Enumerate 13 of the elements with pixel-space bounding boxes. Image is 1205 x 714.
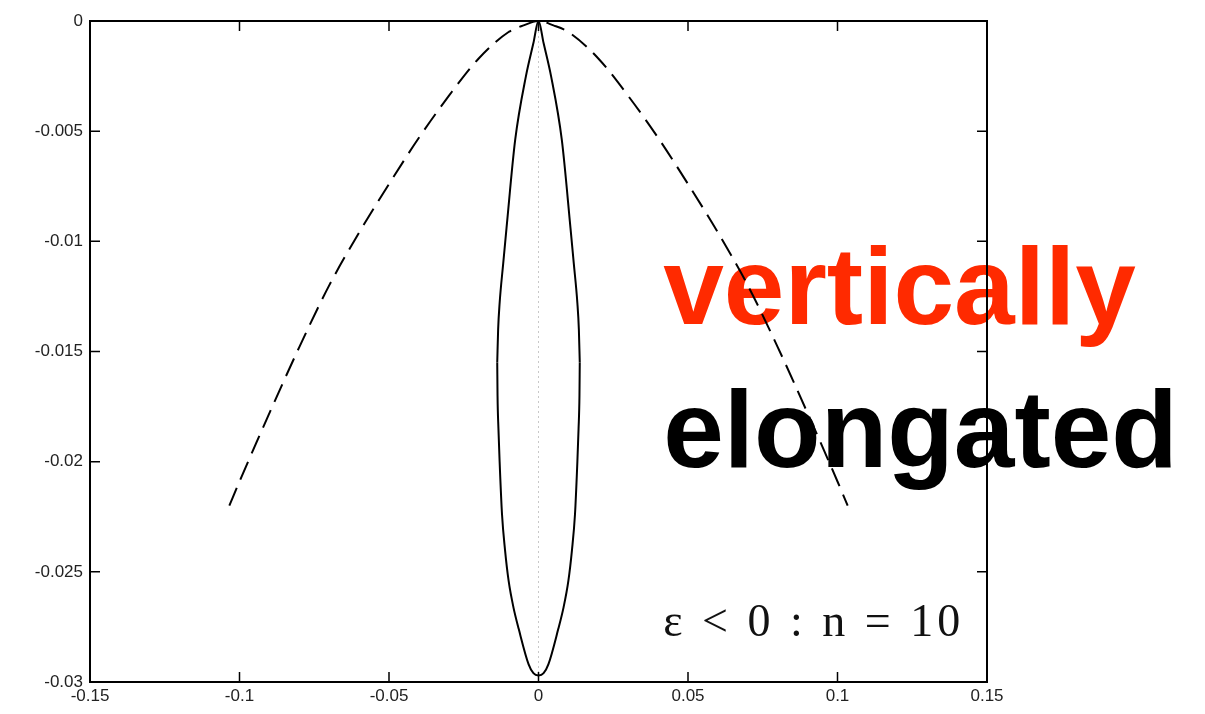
y-tick-label: -0.015 — [34, 341, 83, 361]
annotation: ε < 0 : n = 10 — [663, 594, 965, 646]
x-tick-label: 0.05 — [671, 685, 705, 705]
x-tick-label: -0.05 — [369, 685, 409, 705]
x-tick-label: 0.15 — [970, 685, 1004, 705]
x-tick-label: -0.1 — [224, 685, 255, 705]
y-tick-label: -0.025 — [34, 561, 83, 581]
y-tick-label: -0.01 — [44, 231, 83, 251]
x-tick-label: 0.1 — [825, 685, 850, 705]
y-tick-label: 0 — [73, 10, 83, 30]
y-tick-label: -0.005 — [34, 120, 83, 140]
x-tick-label: 0 — [533, 685, 544, 705]
y-tick-label: -0.02 — [44, 451, 83, 471]
